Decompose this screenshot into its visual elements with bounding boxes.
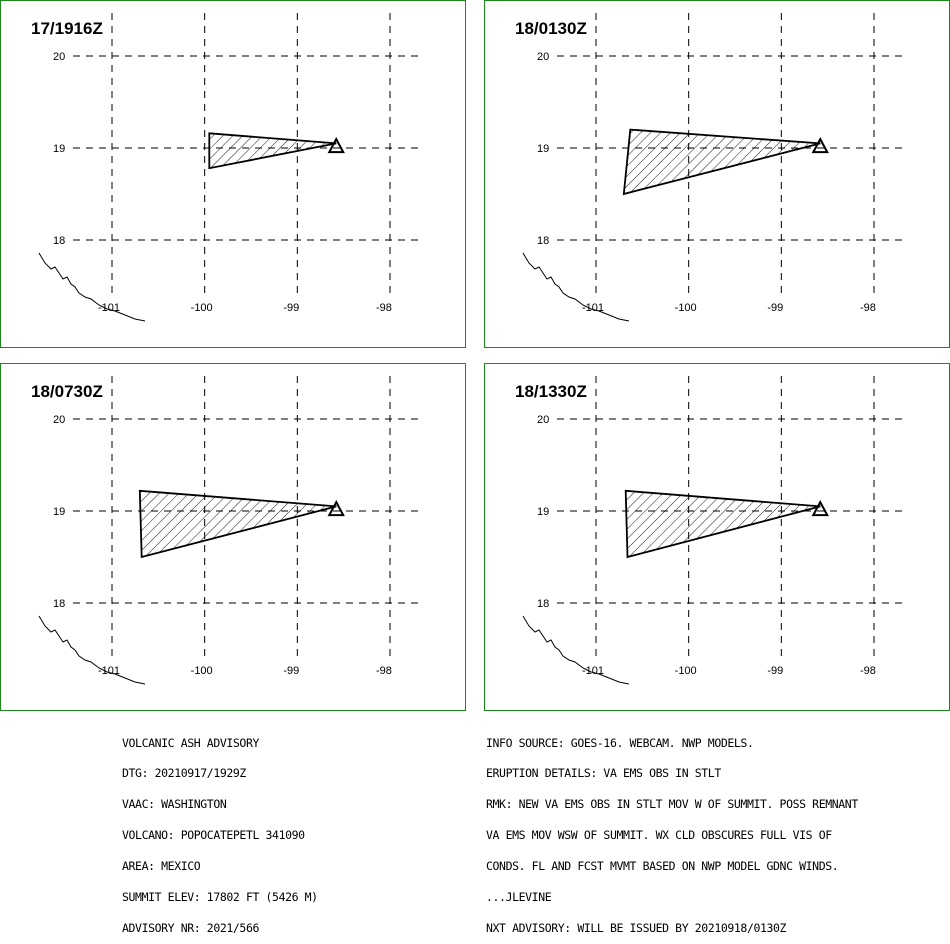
- advisory-line: ...JLEVINE: [486, 890, 552, 905]
- lon-label: -100: [675, 665, 697, 677]
- advisory-remarks-text: INFO SOURCE: GOES-16. WEBCAM. NWP MODELS…: [486, 717, 858, 944]
- lat-label: 20: [537, 51, 549, 63]
- lon-label: -99: [283, 665, 299, 677]
- lon-label: -100: [675, 302, 697, 314]
- lat-label: 18: [537, 235, 549, 247]
- advisory-line: CONDS. FL AND FCST MVMT BASED ON NWP MOD…: [486, 859, 839, 874]
- ash-cloud-polygon: [624, 489, 821, 559]
- advisory-line: VAAC: WASHINGTON: [122, 797, 227, 812]
- advisory-line: INFO SOURCE: GOES-16. WEBCAM. NWP MODELS…: [486, 735, 754, 750]
- panel-time: 18/0130Z: [515, 19, 587, 38]
- lon-label: -100: [191, 302, 213, 314]
- ash-cloud-polygon: [208, 132, 337, 170]
- coastline: [38, 615, 146, 685]
- map-panel-2: 20 19 18 -101 -100 -99 -98 18/0130Z: [484, 0, 950, 348]
- lat-label: 19: [537, 143, 549, 155]
- advisory-line: DTG: 20210917/1929Z: [122, 766, 246, 781]
- lat-label: 19: [537, 506, 549, 518]
- advisory-line: VA EMS MOV WSW OF SUMMIT. WX CLD OBSCURE…: [486, 828, 832, 843]
- advisory-header-text: VOLCANIC ASH ADVISORY DTG: 20210917/1929…: [122, 717, 318, 944]
- ash-cloud-polygon: [138, 489, 337, 559]
- lat-label: 20: [537, 414, 549, 426]
- volcano-icon: [811, 500, 829, 517]
- lat-label: 19: [53, 143, 65, 155]
- lat-label: 20: [53, 414, 65, 426]
- volcano-icon: [811, 137, 829, 154]
- advisory-line: VOLCANO: POPOCATEPETL 341090: [122, 828, 305, 843]
- map-panel-3: 20 19 18 -101 -100 -99 -98 18/0730Z: [0, 363, 466, 711]
- lat-label: 18: [537, 598, 549, 610]
- volcano-icon: [327, 500, 345, 517]
- lon-label: -98: [860, 302, 876, 314]
- volcano-icon: [327, 137, 345, 154]
- lon-label: -98: [376, 302, 392, 314]
- panel-time: 18/1330Z: [515, 382, 587, 401]
- advisory-line: ERUPTION DETAILS: VA EMS OBS IN STLT: [486, 766, 721, 781]
- lon-label: -98: [860, 665, 876, 677]
- lon-label: -99: [283, 302, 299, 314]
- advisory-line: SUMMIT ELEV: 17802 FT (5426 M): [122, 890, 318, 905]
- lon-label: -99: [767, 302, 783, 314]
- coastline: [522, 252, 630, 322]
- map-panel-4: 20 19 18 -101 -100 -99 -98 18/1330Z: [484, 363, 950, 711]
- lon-label: -98: [376, 665, 392, 677]
- panel-time: 18/0730Z: [31, 382, 103, 401]
- ash-cloud-polygon: [622, 128, 821, 196]
- advisory-line: RMK: NEW VA EMS OBS IN STLT MOV W OF SUM…: [486, 797, 858, 812]
- advisory-line: NXT ADVISORY: WILL BE ISSUED BY 20210918…: [486, 920, 787, 935]
- coastline: [38, 252, 146, 322]
- advisory-line: ADVISORY NR: 2021/566: [122, 920, 259, 935]
- lon-label: -100: [191, 665, 213, 677]
- lat-label: 18: [53, 235, 65, 247]
- coastline: [522, 615, 630, 685]
- lat-label: 19: [53, 506, 65, 518]
- lon-label: -99: [767, 665, 783, 677]
- advisory-line: VOLCANIC ASH ADVISORY: [122, 735, 259, 750]
- advisory-line: AREA: MEXICO: [122, 859, 201, 874]
- lat-label: 20: [53, 51, 65, 63]
- panel-time: 17/1916Z: [31, 19, 103, 38]
- map-panel-1: 20 19 18 -101 -100 -99 -98 17/1916Z: [0, 0, 466, 348]
- lat-label: 18: [53, 598, 65, 610]
